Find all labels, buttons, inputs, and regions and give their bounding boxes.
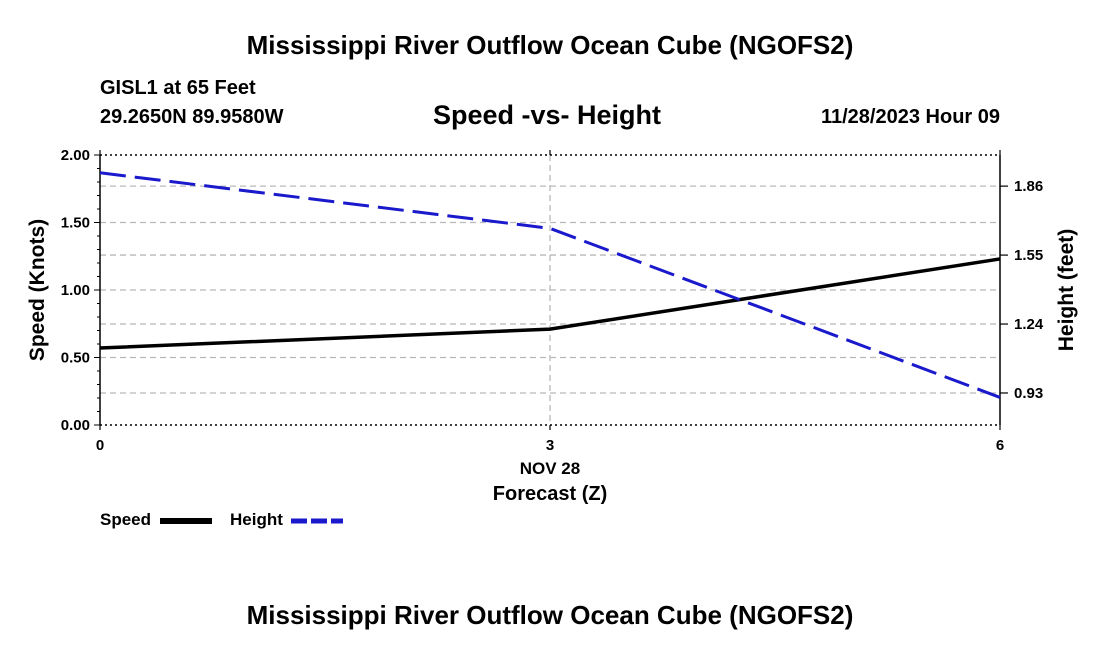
- y-tick-label: 0.00: [61, 417, 90, 434]
- y-tick-label: 0.50: [61, 350, 90, 367]
- y-tick-label: 1.00: [61, 282, 90, 299]
- y-axis-label: Speed (Knots): [26, 219, 49, 361]
- forecast-datetime: 11/28/2023 Hour 09: [820, 106, 1000, 128]
- station-coordinates: 29.2650N 89.9580W: [100, 106, 284, 128]
- series-layer: [99, 171, 1001, 399]
- x-axis-date-label: NOV 28: [520, 459, 580, 478]
- x-tick-label: 6: [996, 437, 1004, 454]
- speed-series-line: [99, 257, 1001, 350]
- y2-axis-label: Height (feet): [1055, 229, 1078, 352]
- x-tick-label: 3: [546, 437, 554, 454]
- x-tick-label: 0: [96, 437, 104, 454]
- chart-subtitle: Speed -vs- Height: [433, 100, 662, 130]
- y2-tick-label: 1.55: [1014, 247, 1043, 264]
- y2-tick-label: 0.93: [1014, 385, 1043, 402]
- y2-tick-label: 1.24: [1014, 316, 1044, 333]
- main-title: Mississippi River Outflow Ocean Cube (NG…: [246, 30, 854, 60]
- legend-speed-label: Speed: [100, 510, 152, 529]
- station-name: GISL1 at 65 Feet: [100, 77, 256, 99]
- y-tick-label: 2.00: [61, 147, 90, 164]
- axes-layer: 0.00 0.50 1.00 1.50 2.00 0.93 1.24 1.55 1.86 0 3 6: [61, 147, 1044, 454]
- x-axis-label: Forecast (Z): [493, 483, 607, 505]
- legend-height-label: Height: [230, 510, 283, 529]
- y-tick-label: 1.50: [61, 215, 90, 232]
- y2-tick-label: 1.86: [1014, 178, 1043, 195]
- height-series-line: [99, 171, 1001, 399]
- grid-layer: [100, 155, 1000, 425]
- bottom-title: Mississippi River Outflow Ocean Cube (NG…: [246, 600, 854, 630]
